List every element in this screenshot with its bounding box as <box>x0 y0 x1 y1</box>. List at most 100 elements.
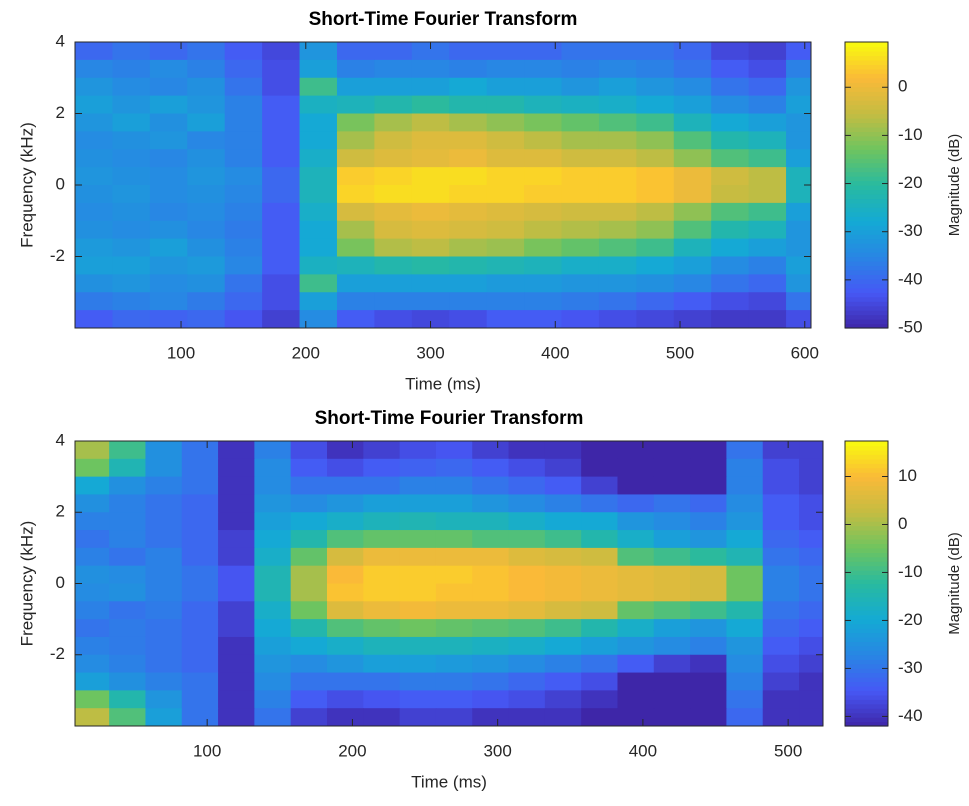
colorbar-swatch <box>845 301 888 307</box>
colorbar-swatch <box>845 445 888 451</box>
heatmap-cell <box>653 619 691 638</box>
heatmap-cell <box>726 708 764 726</box>
heatmap-cell <box>374 149 413 168</box>
heatmap-cell <box>673 149 712 168</box>
heatmap-cell <box>524 274 563 293</box>
heatmap-cell <box>690 708 727 726</box>
colorbar-swatch <box>845 109 888 115</box>
heatmap-cell <box>145 565 183 584</box>
heatmap-cell <box>726 547 764 567</box>
heatmap-cell <box>653 530 691 549</box>
colorbar-tick-label: -40 <box>898 706 923 725</box>
heatmap-cell <box>508 654 546 674</box>
heatmap-cell <box>411 113 450 132</box>
heatmap-cell <box>726 512 764 531</box>
heatmap-cell <box>399 458 437 478</box>
heatmap-cell <box>711 167 750 186</box>
heatmap-cell <box>673 310 712 328</box>
heatmap-cell <box>224 310 263 328</box>
heatmap-cell <box>786 256 811 275</box>
heatmap-cell <box>112 274 151 293</box>
heatmap-cell <box>598 310 637 328</box>
heatmap-cell <box>449 113 488 132</box>
heatmap-cell <box>581 565 618 584</box>
colorbar-swatch <box>845 131 888 137</box>
colorbar-swatch <box>845 202 888 208</box>
colorbar-swatch <box>845 512 888 518</box>
heatmap-cell <box>218 654 255 674</box>
heatmap-cell <box>799 601 823 620</box>
heatmap-cell <box>762 565 800 584</box>
heatmap-cell <box>636 185 675 204</box>
heatmap-cell <box>472 708 510 726</box>
heatmap-cell <box>224 238 263 257</box>
heatmap-cell <box>75 458 110 478</box>
heatmap-cell <box>799 619 823 638</box>
heatmap-cell <box>561 42 600 61</box>
colorbar-swatch <box>845 507 888 513</box>
heatmap-cell <box>726 530 764 549</box>
colorbar-swatch <box>845 476 888 482</box>
heatmap-cell <box>75 476 110 495</box>
heatmap-cell <box>486 59 525 79</box>
colorbar-swatch <box>845 198 888 204</box>
heatmap-cell <box>673 220 712 240</box>
heatmap-cell <box>181 512 219 531</box>
heatmap-cell <box>290 565 328 584</box>
heatmap-cell <box>336 131 375 150</box>
y-tick-label: -2 <box>50 246 65 265</box>
heatmap-cell <box>75 619 110 638</box>
heatmap-cell <box>617 690 655 709</box>
heatmap-cell <box>326 547 364 567</box>
heatmap <box>75 42 811 328</box>
heatmap-cell <box>109 565 146 584</box>
heatmap-cell <box>561 256 600 275</box>
heatmap-cell <box>299 42 338 61</box>
heatmap-cell <box>449 256 488 275</box>
colorbar-swatch <box>845 668 888 674</box>
heatmap-cell <box>224 274 263 293</box>
heatmap-cell <box>187 238 226 257</box>
heatmap-cell <box>374 113 413 132</box>
colorbar-swatch <box>845 503 888 509</box>
heatmap-cell <box>472 441 510 460</box>
heatmap-cell <box>218 601 255 620</box>
heatmap-cell <box>399 690 437 709</box>
heatmap-cell <box>75 95 113 114</box>
heatmap-cell <box>711 149 750 168</box>
heatmap-cell <box>109 654 146 674</box>
heatmap-cell <box>673 238 712 257</box>
heatmap-cell <box>254 530 292 549</box>
heatmap-cell <box>581 636 618 656</box>
colorbar-swatch <box>845 681 888 687</box>
heatmap-cell <box>486 131 525 150</box>
heatmap-cell <box>799 476 823 495</box>
heatmap-cell <box>561 274 600 293</box>
heatmap-cell <box>109 441 146 460</box>
heatmap-cell <box>145 476 183 495</box>
heatmap-cell <box>149 59 188 79</box>
heatmap-cell <box>544 583 582 602</box>
colorbar-swatch <box>845 694 888 700</box>
heatmap-cell <box>486 292 525 311</box>
heatmap-cell <box>524 256 563 275</box>
x-tick-label: 500 <box>774 741 802 760</box>
heatmap-cell <box>109 494 146 513</box>
heatmap-cell <box>711 202 750 222</box>
colorbar-label: Magnitude (dB) <box>946 134 963 237</box>
heatmap-cell <box>109 636 146 656</box>
heatmap-cell <box>748 42 787 61</box>
heatmap-cell <box>435 636 473 656</box>
colorbar-swatch <box>845 234 888 240</box>
heatmap-cell <box>75 238 113 257</box>
heatmap-cell <box>336 59 375 79</box>
heatmap-cell <box>109 619 146 638</box>
heatmap-cell <box>145 441 183 460</box>
heatmap-cell <box>472 690 510 709</box>
heatmap-cell <box>290 583 328 602</box>
heatmap-cell <box>75 672 110 691</box>
heatmap-cell <box>711 292 750 311</box>
heatmap-cell <box>690 547 727 567</box>
heatmap-cell <box>336 202 375 222</box>
heatmap-cell <box>75 636 110 656</box>
